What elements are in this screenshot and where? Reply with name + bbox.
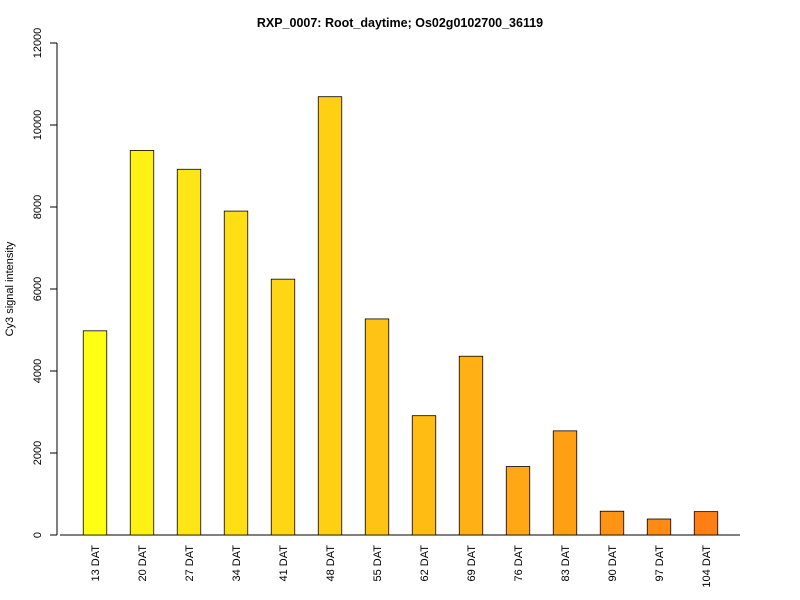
x-tick-label: 83 DAT (560, 545, 572, 582)
x-tick-label: 90 DAT (607, 545, 619, 582)
x-tick-label: 34 DAT (231, 545, 243, 582)
y-tick-label: 12000 (32, 28, 44, 59)
bar-41-dat (270, 278, 296, 536)
bar-97-dat (646, 518, 672, 536)
chart-title: RXP_0007: Root_daytime; Os02g0102700_361… (257, 16, 543, 30)
y-tick-label: 8000 (32, 195, 44, 219)
x-tick-label: 104 DAT (701, 545, 713, 588)
x-tick-label: 62 DAT (419, 545, 431, 582)
y-tick-label: 6000 (32, 277, 44, 301)
y-axis-label: Cy3 signal intensity (4, 241, 16, 336)
bar-20-dat (129, 150, 155, 536)
x-tick-label: 20 DAT (137, 545, 149, 582)
bar-104-dat (693, 511, 719, 536)
bar-62-dat (411, 415, 437, 536)
x-axis-tick-labels: 13 DAT 20 DAT 27 DAT 34 DAT 41 DAT 48 DAT 55 D… (90, 545, 713, 588)
bar-34-dat (223, 210, 249, 536)
x-tick-label: 76 DAT (513, 545, 525, 582)
y-tick-label: 0 (32, 532, 44, 538)
y-tick-label: 4000 (32, 359, 44, 383)
x-tick-label: 48 DAT (325, 545, 337, 582)
y-tick-label: 10000 (32, 110, 44, 141)
bar-48-dat (317, 96, 343, 536)
bar-76-dat (505, 466, 531, 536)
x-tick-label: 27 DAT (184, 545, 196, 582)
y-tick-label: 2000 (32, 441, 44, 465)
x-tick-label: 41 DAT (278, 545, 290, 582)
y-axis: 0 2000 4000 6000 8000 10000 12000 (32, 28, 58, 538)
bar-90-dat (599, 510, 625, 536)
bar-83-dat (552, 430, 578, 536)
bars-group (82, 96, 719, 536)
bar-69-dat (458, 355, 484, 536)
bar-27-dat (176, 168, 202, 536)
x-tick-label: 13 DAT (90, 545, 102, 582)
bar-13-dat (82, 330, 108, 536)
x-tick-label: 69 DAT (466, 545, 478, 582)
x-tick-label: 97 DAT (654, 545, 666, 582)
x-tick-label: 55 DAT (372, 545, 384, 582)
bar-55-dat (364, 318, 390, 536)
